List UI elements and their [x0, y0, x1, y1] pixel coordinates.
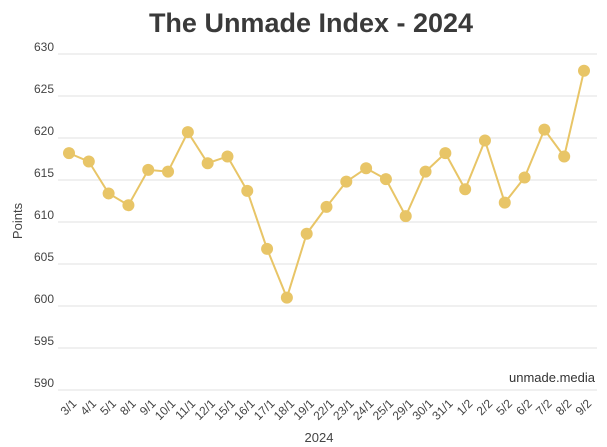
- data-point: [201, 157, 214, 170]
- data-point: [340, 175, 353, 188]
- data-point: [261, 242, 274, 255]
- data-point: [162, 165, 175, 178]
- y-tick-label: 630: [34, 40, 54, 54]
- data-point: [379, 173, 392, 186]
- y-tick-label: 610: [34, 208, 54, 222]
- data-point: [241, 184, 254, 197]
- y-tick-label: 605: [34, 250, 54, 264]
- data-point: [439, 147, 452, 160]
- y-tick-label: 615: [34, 166, 54, 180]
- x-axis-ticks: 3/14/15/18/19/110/111/112/115/116/117/11…: [58, 396, 595, 423]
- data-point: [478, 134, 491, 147]
- x-tick-label: 1/2: [454, 396, 476, 418]
- data-point: [360, 162, 373, 175]
- y-tick-label: 595: [34, 334, 54, 348]
- x-tick-label: 4/1: [77, 396, 99, 418]
- data-point: [399, 210, 412, 223]
- y-tick-label: 590: [34, 376, 54, 390]
- y-tick-label: 620: [34, 124, 54, 138]
- x-axis-label: 2024: [305, 430, 334, 445]
- data-point: [578, 64, 590, 77]
- data-point: [280, 291, 293, 304]
- data-point: [300, 227, 313, 240]
- x-tick-label: 9/2: [573, 396, 595, 418]
- chart-title: The Unmade Index - 2024: [149, 8, 473, 38]
- x-tick-label: 5/1: [97, 396, 119, 418]
- y-tick-label: 625: [34, 82, 54, 96]
- data-point: [558, 150, 571, 163]
- x-tick-label: 3/1: [58, 396, 80, 418]
- x-tick-label: 8/2: [553, 396, 575, 418]
- gridlines: [58, 53, 597, 391]
- y-axis-ticks: 590 595 600 605 610 615 620 625 630: [34, 40, 54, 390]
- data-point: [122, 199, 135, 212]
- x-tick-label: 6/2: [513, 396, 535, 418]
- data-point: [518, 171, 531, 184]
- data-point: [102, 187, 115, 200]
- x-tick-label: 7/2: [533, 396, 555, 418]
- data-point: [181, 126, 194, 139]
- y-tick-label: 600: [34, 292, 54, 306]
- x-tick-label: 8/1: [117, 396, 139, 418]
- data-point: [498, 196, 511, 209]
- data-point: [82, 155, 95, 168]
- data-point: [459, 183, 472, 196]
- y-axis-label: Points: [10, 202, 25, 239]
- watermark: unmade.media: [509, 370, 596, 385]
- data-point: [419, 165, 432, 178]
- data-point: [320, 200, 333, 213]
- data-point: [63, 147, 75, 160]
- x-tick-label: 2/2: [474, 396, 496, 418]
- x-tick-label: 5/2: [493, 396, 515, 418]
- data-point: [142, 163, 155, 176]
- x-tick-label: 31/1: [429, 396, 456, 423]
- data-point: [538, 123, 551, 136]
- data-point: [221, 150, 234, 163]
- series-points: [63, 64, 590, 304]
